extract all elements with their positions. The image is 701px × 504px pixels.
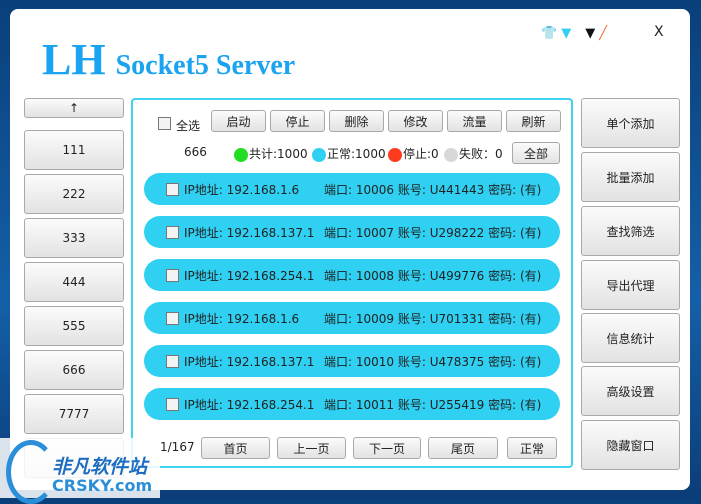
proxy-row[interactable]: IP地址: 192.168.254.1 端口: 10011 账号: U255419… [144,388,560,420]
show-all-button[interactable]: 全部 [512,142,560,164]
left-button-6[interactable]: 666 [24,350,124,390]
left-button-4[interactable]: 444 [24,262,124,302]
pager-button-2[interactable]: 下一页 [353,437,421,459]
pager-button-4[interactable]: 正常 [507,437,557,459]
row-ip: IP地址: 192.168.254.1 [184,269,315,283]
proxy-row[interactable]: IP地址: 192.168.1.6 端口: 10009 账号: U701331 密… [144,302,560,334]
row-info: 端口: 10011 账号: U255419 密码: (有) [324,398,542,412]
toolbar-button-4[interactable]: 流量 [447,110,502,132]
select-all-label: 全选 [176,119,201,133]
row-checkbox[interactable] [166,226,179,239]
skin-cyan-icon[interactable]: ▼ [561,26,572,41]
right-button-4[interactable]: 信息统计 [581,313,680,363]
right-button-0[interactable]: 单个添加 [581,98,680,148]
row-checkbox[interactable] [166,312,179,325]
page-indicator: 1/167 [160,440,195,454]
stat-stopped-label: 停止:0 [403,147,439,161]
toolbar-button-0[interactable]: 启动 [211,110,266,132]
row-checkbox[interactable] [166,183,179,196]
watermark-en: CRSKY.com [52,476,153,495]
red-dot-icon [388,147,402,162]
pager-button-0[interactable]: 首页 [201,437,270,459]
watermark-logo-icon [6,440,56,504]
row-checkbox[interactable] [166,355,179,368]
cyan-dot-icon [312,147,326,162]
row-info: 端口: 10009 账号: U701331 密码: (有) [324,312,542,326]
proxy-row[interactable]: IP地址: 192.168.137.1 端口: 10007 账号: U298222… [144,216,560,248]
right-button-6[interactable]: 隐藏窗口 [581,420,680,470]
left-button-3[interactable]: 333 [24,218,124,258]
row-checkbox[interactable] [166,398,179,411]
proxy-row[interactable]: IP地址: 192.168.254.1 端口: 10008 账号: U499776… [144,259,560,291]
left-button-1[interactable]: 111 [24,130,124,170]
proxy-row[interactable]: IP地址: 192.168.137.1 端口: 10010 账号: U478375… [144,345,560,377]
stat-total: 共计:1000 [234,145,308,162]
skin-orange-icon[interactable]: 👕 [541,26,558,41]
toolbar-button-3[interactable]: 修改 [388,110,443,132]
toolbar-button-2[interactable]: 删除 [329,110,384,132]
stat-failed-label: 失败：0 [459,147,503,161]
pager-button-3[interactable]: 尾页 [428,437,498,459]
skin-black-icon[interactable]: ▼ [585,26,596,41]
green-dot-icon [234,147,248,162]
proxy-panel [131,98,573,468]
right-button-1[interactable]: 批量添加 [581,152,680,202]
toolbar-button-1[interactable]: 停止 [270,110,325,132]
row-info: 端口: 10008 账号: U499776 密码: (有) [324,269,542,283]
app-title: LH Socket5 Server [42,34,295,85]
proxy-row[interactable]: IP地址: 192.168.1.6 端口: 10006 账号: U441443 密… [144,173,560,205]
watermark: 非凡软件站 CRSKY.com [0,438,160,504]
left-button-7[interactable]: 7777 [24,394,124,434]
skin-brush-icon[interactable]: ╱ [599,26,608,41]
stat-total-label: 共计:1000 [249,147,308,161]
row-ip: IP地址: 192.168.1.6 [184,183,300,197]
title-lh: LH [42,35,106,84]
stat-normal-label: 正常:1000 [327,147,386,161]
row-info: 端口: 10006 账号: U441443 密码: (有) [324,183,542,197]
stat-stopped: 停止:0 [388,145,439,162]
row-ip: IP地址: 192.168.1.6 [184,312,300,326]
stat-normal: 正常:1000 [312,145,386,162]
row-info: 端口: 10007 账号: U298222 密码: (有) [324,226,542,240]
right-button-5[interactable]: 高级设置 [581,366,680,416]
close-button[interactable]: X [654,24,664,40]
select-all-checkbox[interactable] [158,117,171,130]
row-info: 端口: 10010 账号: U478375 密码: (有) [324,355,542,369]
stat-failed: 失败：0 [444,145,503,162]
row-ip: IP地址: 192.168.254.1 [184,398,315,412]
skin-selector: 👕 ▼ ▼ ╱ [541,26,607,41]
watermark-cn: 非凡软件站 [52,456,148,478]
row-ip: IP地址: 192.168.137.1 [184,355,315,369]
toolbar-button-5[interactable]: 刷新 [506,110,561,132]
current-count: 666 [184,145,207,159]
left-button-5[interactable]: 555 [24,306,124,346]
pager-button-1[interactable]: 上一页 [277,437,346,459]
row-ip: IP地址: 192.168.137.1 [184,226,315,240]
gray-dot-icon [444,147,458,162]
row-checkbox[interactable] [166,269,179,282]
left-button-0[interactable]: ↑ [24,98,124,118]
right-button-3[interactable]: 导出代理 [581,260,680,310]
right-button-2[interactable]: 查找筛选 [581,206,680,256]
title-server: Socket5 Server [115,50,296,81]
left-button-2[interactable]: 222 [24,174,124,214]
